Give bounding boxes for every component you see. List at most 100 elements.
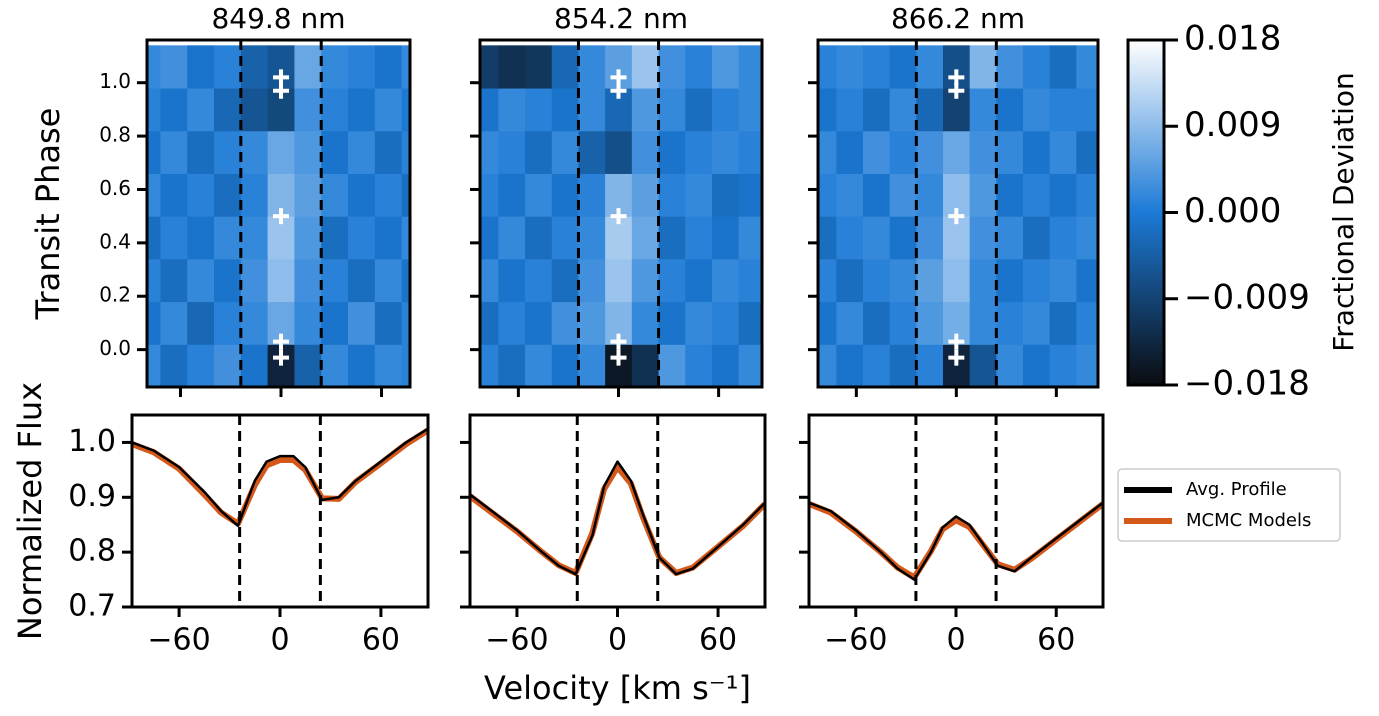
heatmap-cell <box>147 344 161 387</box>
axes-frame <box>816 38 1100 389</box>
heatmap-cell <box>818 258 837 303</box>
heatmap-cell <box>240 258 269 303</box>
heatmap-cell <box>348 88 376 132</box>
heatmap-cell <box>889 45 917 89</box>
heatmap-cell <box>401 130 410 174</box>
heatmap-cell <box>480 216 499 260</box>
heatmap-cell <box>658 130 686 174</box>
heatmap-cell <box>631 216 660 260</box>
heatmap-cell <box>187 301 215 345</box>
heatmap-cell <box>1023 301 1051 345</box>
heatmap-cell <box>267 130 295 174</box>
heatmap-cell <box>1049 344 1077 387</box>
heatmap-cell <box>738 216 762 260</box>
marker <box>610 333 627 350</box>
x-tick-label: 0 <box>946 623 965 658</box>
heatmap-cell <box>401 45 410 89</box>
heatmap-cell <box>631 88 660 132</box>
heatmap-cell <box>1049 216 1077 260</box>
heatmap-cell <box>738 130 762 174</box>
y-tick-label: 0.7 <box>68 589 116 624</box>
axes-frame <box>130 413 430 609</box>
heatmap-cell <box>240 301 269 345</box>
heatmap-cell <box>214 216 242 260</box>
heatmap-cell <box>738 88 762 132</box>
heatmap-cell <box>1049 258 1077 303</box>
heatmap-cell <box>321 258 349 303</box>
plot-area <box>818 40 1098 387</box>
heatmap-cell <box>480 344 499 387</box>
x-tick-label: 0 <box>270 623 289 658</box>
heatmap-cell <box>818 344 837 387</box>
y-axis-label: Transit Phase <box>29 108 67 321</box>
line-series <box>470 464 765 576</box>
heatmap-cell <box>498 173 526 217</box>
heatmap-cell <box>401 344 410 387</box>
heatmap-cell <box>551 344 579 387</box>
heatmap-cell <box>147 88 161 132</box>
axes-frame <box>145 38 412 389</box>
heatmap-cell <box>685 216 713 260</box>
heatmap-cell <box>1076 344 1098 387</box>
heatmap-cell <box>916 45 944 89</box>
heatmap-cell <box>348 173 376 217</box>
heatmap-cell <box>818 301 837 345</box>
heatmap-cell <box>240 173 269 217</box>
heatmap-cell <box>836 88 864 132</box>
heatmap-cell <box>889 301 917 345</box>
heatmap-cell <box>374 130 403 174</box>
heatmap-cell <box>321 344 349 387</box>
heatmap-cell <box>889 173 917 217</box>
heatmap-cell <box>214 344 242 387</box>
heatmap-cell <box>631 173 660 217</box>
heatmap-cell <box>658 216 686 260</box>
heatmap-cell <box>578 45 606 89</box>
heatmap-cell <box>1076 301 1098 345</box>
heatmap-cell <box>348 344 376 387</box>
x-tick-label: 60 <box>699 623 737 658</box>
heatmap-cell <box>969 88 997 132</box>
heatmap-cell <box>916 216 944 260</box>
heatmap-cell <box>711 258 740 303</box>
heatmap-cell <box>480 130 499 174</box>
heatmap-cell <box>498 344 526 387</box>
heatmap-cell <box>160 216 188 260</box>
x-axis-label: Velocity [km s⁻¹] <box>484 669 751 707</box>
heatmap-cell <box>348 130 376 174</box>
colorbar-tick-label: −0.009 <box>1184 277 1310 317</box>
heatmap-cell <box>401 258 410 303</box>
heatmap-cell <box>1076 130 1098 174</box>
heatmap-cell <box>321 216 349 260</box>
x-tick-label: −60 <box>485 623 548 658</box>
heatmap-cell <box>578 344 606 387</box>
heatmap-cell <box>1076 258 1098 303</box>
heatmap-cell <box>525 344 553 387</box>
heatmap-cell <box>214 258 242 303</box>
y-tick-label: 0.8 <box>68 534 116 569</box>
heatmap-cell <box>969 344 997 387</box>
heatmap-cell <box>818 88 837 132</box>
heatmap-cell <box>685 45 713 89</box>
heatmap-cell <box>321 301 349 345</box>
heatmap-cell <box>738 45 762 89</box>
heatmap-cell <box>321 88 349 132</box>
heatmap-cell <box>631 344 660 387</box>
marker <box>948 82 965 99</box>
heatmap-cell <box>996 45 1024 89</box>
heatmap-cell <box>1049 45 1077 89</box>
heatmap-cell <box>631 258 660 303</box>
heatmap-cell <box>836 301 864 345</box>
heatmap-cell <box>916 258 944 303</box>
plot-area <box>480 40 762 387</box>
heatmap-cell <box>498 45 526 89</box>
line-series <box>809 501 1103 581</box>
heatmap-cell <box>836 344 864 387</box>
heatmap-cell <box>214 173 242 217</box>
colorbar-tick-label: −0.018 <box>1184 364 1310 404</box>
heatmap-cell <box>836 216 864 260</box>
heatmap-cell <box>147 45 161 89</box>
heatmap-cell <box>321 130 349 174</box>
heatmap-cell <box>863 45 891 89</box>
heatmap-cell <box>1023 344 1051 387</box>
heatmap-cell <box>658 301 686 345</box>
